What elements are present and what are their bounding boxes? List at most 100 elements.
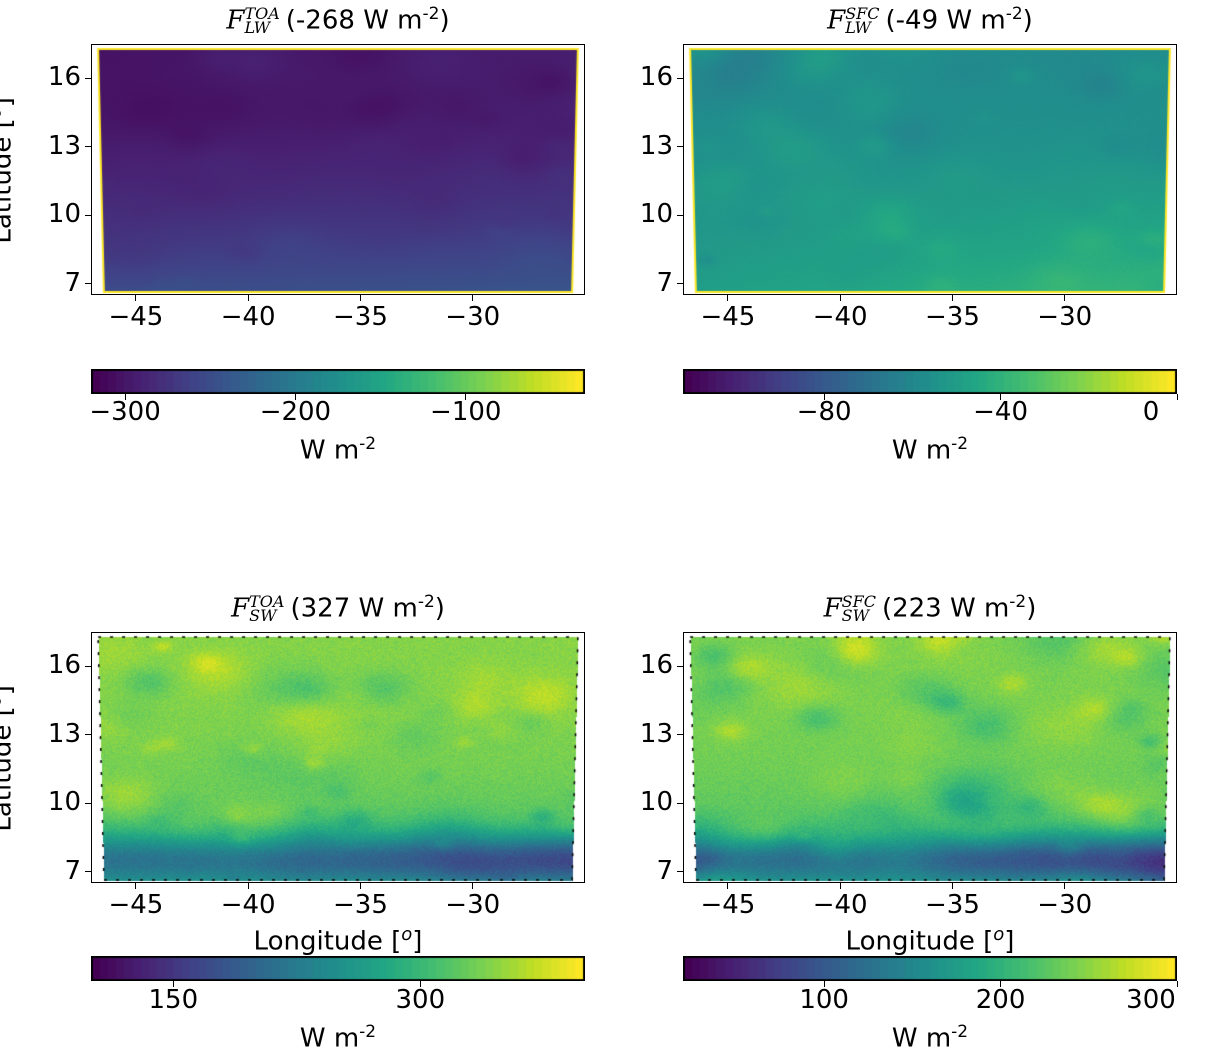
colorbar-tick-label: 150 <box>148 985 199 1015</box>
panel-title: F SFC SW (223 W m-2) <box>683 592 1177 624</box>
colorbar-tick-mark <box>124 394 126 400</box>
y-tick-label: 16 <box>639 62 673 93</box>
colorbar-unit-exponent: -2 <box>359 434 377 454</box>
colorbar-tick-mark <box>1000 394 1002 400</box>
title-exponent: -2 <box>1005 4 1023 24</box>
title-value: (-268 W m <box>285 5 423 36</box>
colorbar-unit-exponent: -2 <box>951 434 969 454</box>
title-subscript: SW <box>249 606 277 626</box>
title-value: (223 W m <box>881 593 1010 624</box>
y-axis-text: Latitude [ <box>0 706 18 832</box>
x-tick-mark <box>727 295 729 301</box>
y-tick-label: 10 <box>639 199 673 230</box>
y-tick-mark <box>85 734 91 736</box>
x-tick-mark <box>135 883 137 889</box>
colorbar-tick-mark <box>294 394 296 400</box>
x-tick-mark <box>472 883 474 889</box>
y-tick-mark <box>677 734 683 736</box>
x-tick-mark <box>359 295 361 301</box>
title-subscript: LW <box>845 18 871 38</box>
heatmap-field <box>92 45 584 294</box>
x-axis-close: ] <box>1004 926 1015 957</box>
y-tick-label: 7 <box>656 855 673 886</box>
colorbar-label: W m-2 <box>91 434 585 466</box>
title-exponent: -2 <box>417 592 435 612</box>
title-symbol: F <box>231 593 250 624</box>
title-subscript: LW <box>244 18 271 38</box>
colorbar <box>91 956 585 981</box>
x-tick-label: −40 <box>220 302 276 332</box>
colorbar-tick-label: −200 <box>259 397 332 427</box>
y-tick-mark <box>85 802 91 804</box>
x-tick-mark <box>247 295 249 301</box>
title-scripts: TOA SW <box>249 594 284 626</box>
x-tick-label: −45 <box>700 890 756 920</box>
y-tick-mark <box>677 214 683 216</box>
colorbar-tick-mark <box>1176 394 1178 400</box>
y-tick-label: 13 <box>639 130 673 161</box>
y-tick-label: 16 <box>47 650 81 681</box>
colorbar-tick-label: 300 <box>1126 985 1176 1015</box>
title-superscript: SFC <box>841 592 876 612</box>
x-tick-label: −30 <box>1037 890 1093 920</box>
title-close: ) <box>439 5 450 36</box>
title-subscript: SW <box>841 606 870 626</box>
colorbar-tick-label: 0 <box>1142 397 1160 427</box>
y-axis-degree: o <box>0 107 6 118</box>
colorbar-unit: W m <box>299 1023 360 1054</box>
title-close: ) <box>434 593 445 624</box>
x-tick-label: −35 <box>925 890 980 920</box>
y-tick-mark <box>677 871 683 873</box>
title-symbol: F <box>226 5 245 36</box>
x-tick-mark <box>951 883 953 889</box>
y-tick-mark <box>85 283 91 285</box>
x-axis-label: Longitude [o] <box>91 924 585 957</box>
colorbar <box>683 956 1177 981</box>
title-superscript: SFC <box>845 4 880 24</box>
y-tick-label: 13 <box>47 718 81 749</box>
colorbar-unit-exponent: -2 <box>359 1022 377 1042</box>
colorbar <box>91 369 585 394</box>
y-tick-mark <box>85 871 91 873</box>
x-axis-degree: o <box>993 924 1005 945</box>
x-tick-mark <box>1064 295 1066 301</box>
x-axis-text: Longitude [ <box>253 926 402 957</box>
colorbar-tick-label: 200 <box>975 985 1026 1015</box>
colorbar-label: W m-2 <box>91 1022 585 1054</box>
y-axis-text: Latitude [ <box>0 118 18 244</box>
colorbar-label: W m-2 <box>683 1022 1177 1054</box>
colorbar-tick-label: 300 <box>395 985 446 1015</box>
colorbar-tick-mark <box>823 394 825 400</box>
x-tick-label: −30 <box>1037 302 1093 332</box>
x-axis-close: ] <box>412 926 423 957</box>
x-tick-mark <box>839 295 841 301</box>
colorbar-unit: W m <box>891 435 952 466</box>
y-axis-close: ] <box>0 97 17 107</box>
x-tick-mark <box>247 883 249 889</box>
title-exponent: -2 <box>1009 592 1027 612</box>
colorbar-tick-mark <box>419 981 421 987</box>
colorbar-unit-exponent: -2 <box>951 1022 969 1042</box>
colorbar-tick-mark <box>465 394 467 400</box>
map-panel <box>91 632 585 883</box>
x-tick-mark <box>1064 883 1066 889</box>
x-tick-label: −45 <box>700 302 756 332</box>
title-scripts: SFC LW <box>845 4 880 38</box>
x-tick-mark <box>727 883 729 889</box>
x-tick-label: −40 <box>812 890 868 920</box>
title-superscript: TOA <box>244 4 280 24</box>
x-tick-label: −40 <box>812 302 868 332</box>
y-tick-mark <box>677 283 683 285</box>
x-tick-mark <box>359 883 361 889</box>
colorbar-tick-label: −80 <box>796 397 852 427</box>
x-axis-degree: o <box>401 924 413 945</box>
y-tick-mark <box>677 77 683 79</box>
x-tick-label: −35 <box>333 302 388 332</box>
y-tick-label: 13 <box>639 718 673 749</box>
title-exponent: -2 <box>422 4 440 24</box>
x-tick-mark <box>135 295 137 301</box>
colorbar-tick-label: −300 <box>89 397 161 427</box>
title-close: ) <box>1026 593 1037 624</box>
y-axis-label: Latitude [o] <box>0 658 17 858</box>
x-tick-label: −35 <box>333 890 388 920</box>
